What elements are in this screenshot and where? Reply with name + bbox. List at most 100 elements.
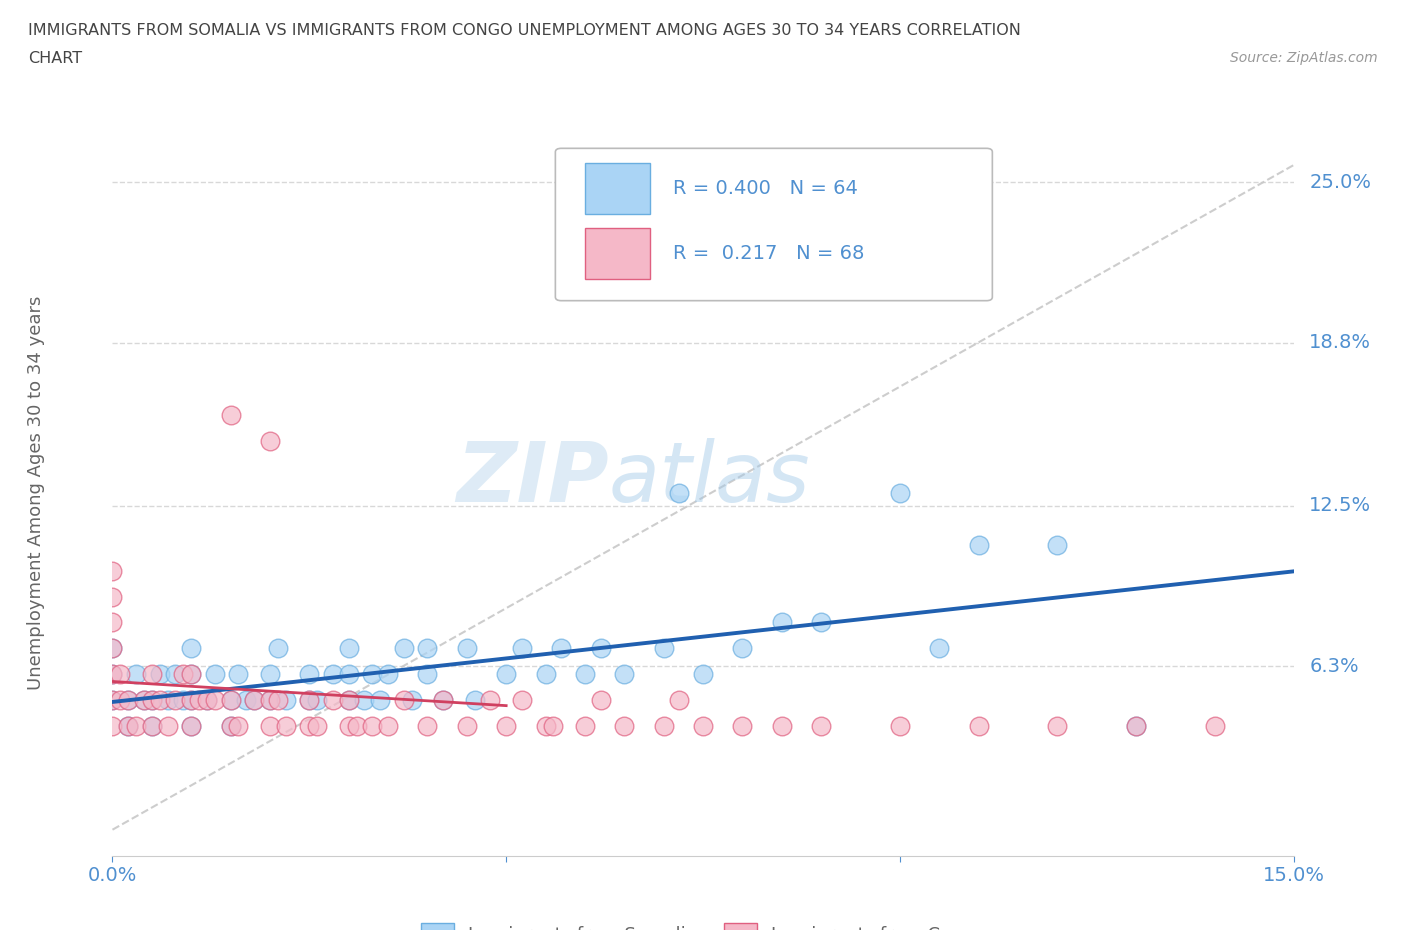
- Point: [298, 693, 321, 708]
- Point: [889, 485, 911, 500]
- Point: [668, 485, 690, 500]
- Point: [219, 693, 242, 708]
- Point: [117, 719, 139, 734]
- Point: [692, 667, 714, 682]
- Point: [337, 667, 360, 682]
- Point: [259, 719, 281, 734]
- Point: [195, 693, 218, 708]
- Point: [180, 667, 202, 682]
- Point: [731, 641, 754, 656]
- Point: [377, 667, 399, 682]
- Point: [125, 719, 148, 734]
- Point: [125, 667, 148, 682]
- Point: [337, 641, 360, 656]
- Point: [416, 719, 439, 734]
- Point: [416, 641, 439, 656]
- Point: [510, 641, 533, 656]
- Point: [534, 719, 557, 734]
- Point: [110, 667, 132, 682]
- Point: [337, 693, 360, 708]
- Point: [101, 667, 124, 682]
- Point: [243, 693, 266, 708]
- Point: [180, 719, 202, 734]
- Point: [195, 693, 218, 708]
- Point: [456, 641, 478, 656]
- Point: [353, 693, 375, 708]
- Point: [589, 693, 612, 708]
- Text: atlas: atlas: [609, 438, 810, 519]
- Point: [219, 693, 242, 708]
- Point: [149, 667, 172, 682]
- Point: [967, 538, 990, 552]
- Point: [1046, 719, 1069, 734]
- Point: [180, 667, 202, 682]
- Point: [180, 693, 202, 708]
- Point: [243, 693, 266, 708]
- Point: [510, 693, 533, 708]
- Point: [149, 693, 172, 708]
- Point: [1046, 538, 1069, 552]
- Point: [495, 667, 517, 682]
- Point: [117, 693, 139, 708]
- Point: [416, 667, 439, 682]
- Text: 18.8%: 18.8%: [1309, 333, 1371, 352]
- Point: [172, 667, 194, 682]
- Point: [361, 667, 384, 682]
- Point: [613, 667, 636, 682]
- Point: [392, 641, 415, 656]
- Point: [810, 615, 832, 630]
- Point: [322, 693, 344, 708]
- Bar: [585, 228, 650, 279]
- Point: [180, 693, 202, 708]
- Point: [180, 719, 202, 734]
- Point: [219, 719, 242, 734]
- FancyBboxPatch shape: [555, 149, 993, 300]
- Text: Source: ZipAtlas.com: Source: ZipAtlas.com: [1230, 51, 1378, 65]
- Point: [534, 667, 557, 682]
- Point: [274, 693, 297, 708]
- Point: [101, 693, 124, 708]
- Point: [267, 693, 290, 708]
- Point: [928, 641, 950, 656]
- Point: [731, 719, 754, 734]
- Text: R =  0.217   N = 68: R = 0.217 N = 68: [673, 244, 865, 263]
- Point: [307, 693, 329, 708]
- Point: [165, 693, 187, 708]
- Point: [652, 641, 675, 656]
- Point: [401, 693, 423, 708]
- Point: [141, 693, 163, 708]
- Point: [1125, 719, 1147, 734]
- Point: [361, 719, 384, 734]
- Point: [259, 433, 281, 448]
- Point: [156, 693, 179, 708]
- Text: IMMIGRANTS FROM SOMALIA VS IMMIGRANTS FROM CONGO UNEMPLOYMENT AMONG AGES 30 TO 3: IMMIGRANTS FROM SOMALIA VS IMMIGRANTS FR…: [28, 23, 1021, 38]
- Text: Unemployment Among Ages 30 to 34 years: Unemployment Among Ages 30 to 34 years: [27, 296, 45, 690]
- Point: [101, 641, 124, 656]
- Point: [110, 693, 132, 708]
- Point: [1204, 719, 1226, 734]
- Point: [259, 667, 281, 682]
- Point: [298, 719, 321, 734]
- Point: [432, 693, 454, 708]
- Point: [337, 693, 360, 708]
- Text: 12.5%: 12.5%: [1309, 497, 1371, 515]
- Point: [204, 693, 226, 708]
- Point: [1125, 719, 1147, 734]
- Point: [346, 719, 368, 734]
- Point: [692, 719, 714, 734]
- Point: [495, 719, 517, 734]
- Point: [228, 719, 250, 734]
- Text: 6.3%: 6.3%: [1309, 657, 1358, 676]
- Point: [101, 719, 124, 734]
- Point: [574, 719, 596, 734]
- Point: [368, 693, 391, 708]
- Point: [101, 615, 124, 630]
- Point: [235, 693, 257, 708]
- Point: [117, 693, 139, 708]
- Point: [298, 693, 321, 708]
- Point: [652, 719, 675, 734]
- Point: [810, 719, 832, 734]
- Point: [141, 667, 163, 682]
- Point: [267, 641, 290, 656]
- Point: [101, 589, 124, 604]
